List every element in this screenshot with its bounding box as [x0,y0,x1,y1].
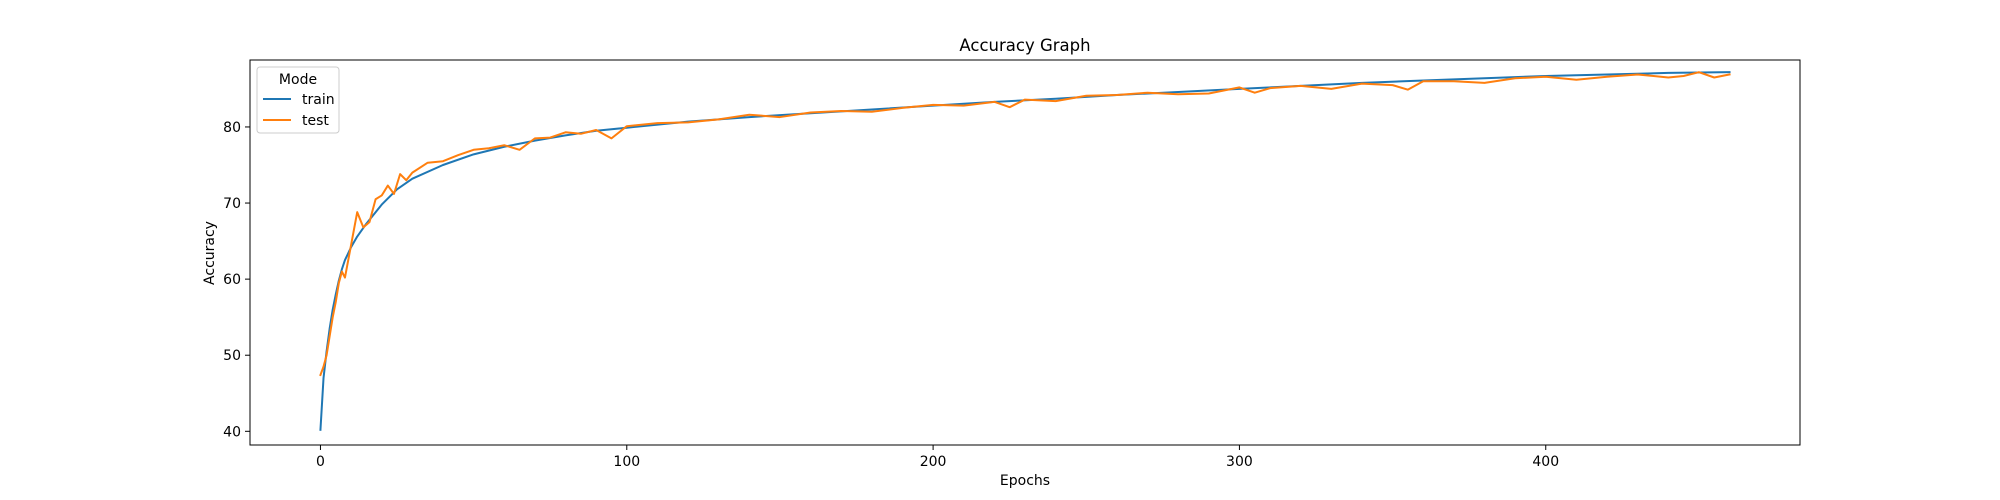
x-tick-label: 400 [1532,454,1559,470]
y-tick-label: 80 [223,120,241,136]
legend-items: train test [263,92,335,129]
legend-box [256,66,340,134]
x-tick-label: 300 [1226,454,1253,470]
y-axis-ticks: 40 50 60 70 80 [223,120,250,440]
y-tick-label: 50 [223,348,241,364]
legend: Mode train test [256,66,340,134]
series-layer [319,71,1731,431]
x-tick-label: 100 [613,454,640,470]
chart-title: Accuracy Graph [959,36,1090,55]
x-axis-ticks: 0 100 200 300 400 [316,445,1559,470]
series-line-test [319,71,1731,377]
plot-frame [249,59,1801,446]
legend-label-train: train [302,92,335,108]
legend-label-test: test [302,113,329,129]
y-tick-label: 70 [223,196,241,212]
plot-area: 0 100 200 300 400 40 50 60 70 80 [223,59,1801,470]
y-tick-label: 60 [223,272,241,288]
y-tick-label: 40 [223,424,241,440]
x-tick-label: 0 [316,454,325,470]
x-tick-label: 200 [920,454,947,470]
x-axis-label: Epochs [1000,473,1050,489]
legend-title: Mode [279,72,317,88]
y-axis-label: Accuracy [202,221,218,285]
